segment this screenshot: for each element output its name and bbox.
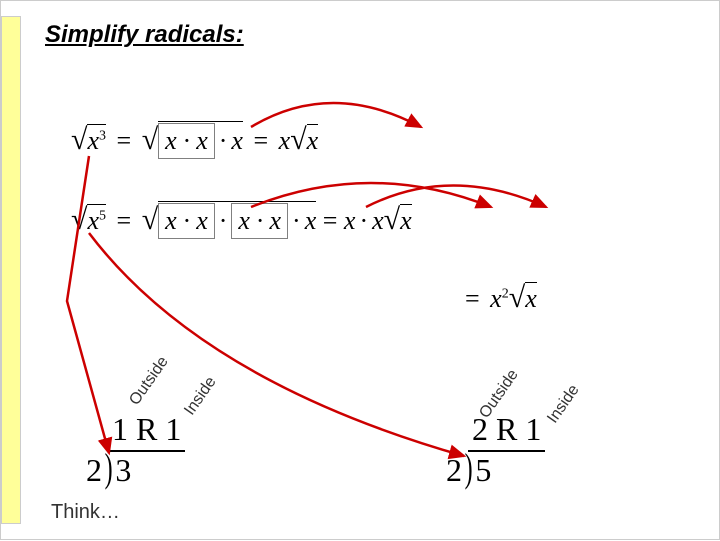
long-division-2: 2 R 1 2)5 xyxy=(446,411,545,489)
label-inside-1: Inside xyxy=(181,374,220,419)
equation-1: √x3 = √x · x·x = x√x xyxy=(71,121,318,159)
equation-2: √x5 = √x · x·x · x·x = x·x√x xyxy=(71,201,412,239)
long-division-1: 1 R 1 2)3 xyxy=(86,411,185,489)
footer-text: Think… xyxy=(51,501,120,524)
accent-sidebar xyxy=(1,16,21,524)
equation-2-result: = x2√x xyxy=(461,281,537,315)
page-title: Simplify radicals: xyxy=(45,21,244,49)
label-outside-1: Outside xyxy=(126,354,172,409)
label-inside-2: Inside xyxy=(544,382,583,427)
